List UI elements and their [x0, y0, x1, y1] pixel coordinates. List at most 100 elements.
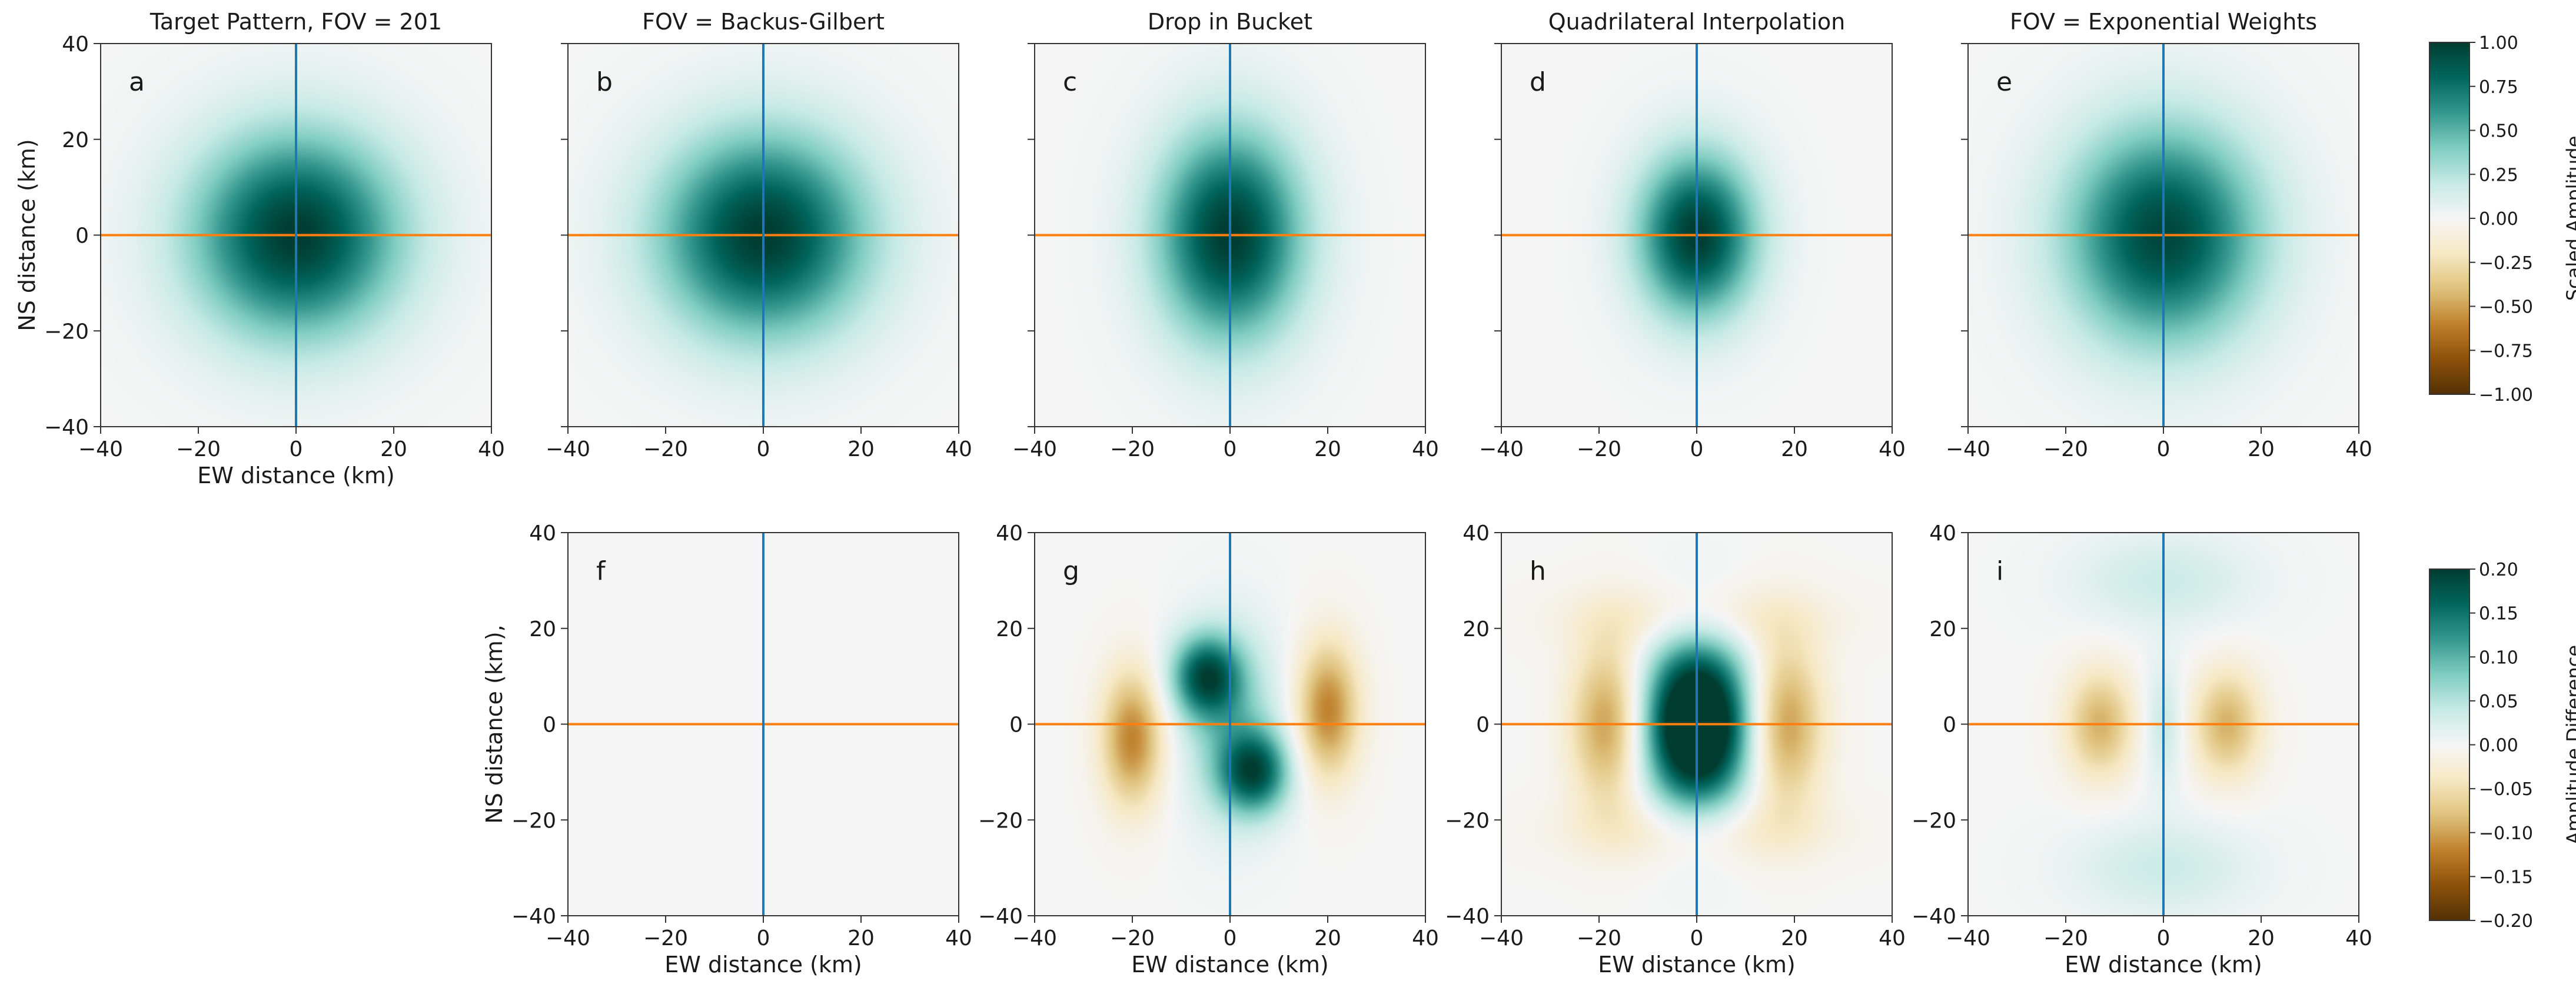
colorbar-tick-label: −0.20 — [2479, 911, 2533, 932]
colorbar-tick-label: −1.00 — [2479, 385, 2533, 405]
y-tick-label: 0 — [543, 713, 556, 737]
x-tick-label: 0 — [2157, 437, 2171, 461]
colorbar-tick-label: −0.15 — [2479, 867, 2533, 887]
x-axis-label: EW distance (km) — [664, 952, 862, 978]
x-tick-label: 20 — [380, 437, 407, 461]
x-tick-label: 20 — [1781, 437, 1808, 461]
y-tick-label: 0 — [1943, 713, 1956, 737]
colorbar-tick-label: 1.00 — [2479, 33, 2518, 54]
y-axis-label: NS distance (km) — [14, 139, 40, 331]
x-tick-label: −20 — [1110, 926, 1155, 950]
x-tick-label: 40 — [2345, 437, 2372, 461]
x-tick-label: 20 — [847, 437, 875, 461]
panel-letter: h — [1530, 556, 1546, 586]
x-tick-label: −40 — [1946, 437, 1990, 461]
x-tick-label: 0 — [1224, 437, 1237, 461]
colorbar-tick-label: 0.00 — [2479, 209, 2518, 230]
y-tick-label: 20 — [529, 617, 556, 641]
x-tick-label: 40 — [945, 437, 972, 461]
y-tick-label: −20 — [511, 809, 556, 833]
colorbar-tick-label: −0.75 — [2479, 341, 2533, 361]
panel-letter: d — [1530, 67, 1546, 97]
panel-letter: g — [1063, 556, 1079, 586]
x-tick-label: 40 — [2345, 926, 2372, 950]
y-tick-label: 20 — [996, 617, 1023, 641]
y-tick-label: −20 — [978, 809, 1023, 833]
panel-letter: e — [1996, 67, 2012, 97]
x-tick-label: −20 — [1577, 437, 1621, 461]
x-tick-label: −40 — [1946, 926, 1990, 950]
x-tick-label: −40 — [1012, 926, 1057, 950]
x-tick-label: −20 — [176, 437, 221, 461]
panel-title: Quadrilateral Interpolation — [1548, 9, 1845, 35]
x-tick-label: 0 — [757, 437, 770, 461]
colorbars: 1.00 0.75 0.50 0.25 0.00 −0.25 −0.50 −0.75 −1.00… — [2429, 33, 2576, 932]
panel-letter: c — [1063, 67, 1077, 97]
x-axis-label: EW distance (km) — [2065, 952, 2262, 978]
x-tick-label: −20 — [2043, 926, 2088, 950]
colorbar-tick-label: −0.05 — [2479, 779, 2533, 800]
x-tick-label: 40 — [1412, 437, 1439, 461]
panel-d: −40 −20 0 20 40 Quadrilateral Interpolation d — [1479, 9, 1906, 461]
colorbar-2: 0.20 0.15 0.10 0.05 0.00 −0.05 −0.10 −0.15 −0.20… — [2429, 560, 2576, 932]
panel-b: −40 −20 0 20 40 FOV = Backus-Gilbert b — [546, 9, 972, 461]
colorbar-1: 1.00 0.75 0.50 0.25 0.00 −0.25 −0.50 −0.75 −1.00… — [2429, 33, 2576, 405]
colorbar-tick-label: 0.00 — [2479, 736, 2518, 756]
panel-title: Target Pattern, FOV = 201 — [149, 9, 442, 35]
colorbar-tick-label: 0.05 — [2479, 692, 2518, 712]
y-axis-label: NS distance (km), — [481, 624, 507, 823]
x-tick-label: 40 — [1879, 926, 1906, 950]
y-tick-label: −20 — [1445, 809, 1490, 833]
y-tick-label: −40 — [978, 905, 1023, 929]
x-tick-label: 20 — [2248, 926, 2275, 950]
y-tick-label: 20 — [1929, 617, 1956, 641]
colorbar-tick-label: 0.75 — [2479, 77, 2518, 98]
panel-a: −40−40 −20 −20 0 0 20 20 40 40 Target Pattern, FO… — [14, 9, 505, 488]
x-tick-label: −40 — [546, 437, 590, 461]
x-axis-label: EW distance (km) — [197, 463, 394, 488]
y-tick-label: 0 — [1476, 713, 1490, 737]
x-tick-label: 0 — [757, 926, 770, 950]
x-tick-label: 0 — [1224, 926, 1237, 950]
colorbar-tick-label: 0.15 — [2479, 604, 2518, 624]
x-tick-label: 0 — [1690, 437, 1704, 461]
colorbar-tick-label: 0.50 — [2479, 121, 2518, 142]
x-tick-label: 20 — [2248, 437, 2275, 461]
y-tick-label: 40 — [1462, 521, 1490, 546]
panel-letter: b — [596, 67, 613, 97]
x-axis-label: EW distance (km) — [1598, 952, 1795, 978]
panel-g: −40−40 −20 −20 0 0 20 20 40 40 g EW distance (km) — [978, 521, 1439, 978]
panel-letter: f — [596, 556, 606, 586]
panel-letter: i — [1996, 556, 2003, 586]
y-tick-label: −40 — [1912, 905, 1956, 929]
x-tick-label: 40 — [1879, 437, 1906, 461]
y-tick-label: 0 — [1009, 713, 1023, 737]
x-tick-label: −40 — [1479, 437, 1524, 461]
y-tick-label: 40 — [62, 32, 89, 56]
x-axis-label: EW distance (km) — [1131, 952, 1328, 978]
x-tick-label: −20 — [1110, 437, 1155, 461]
y-tick-label: −20 — [1912, 809, 1956, 833]
x-tick-label: −20 — [1577, 926, 1621, 950]
x-tick-label: 20 — [1314, 437, 1341, 461]
panel-letter: a — [129, 67, 145, 97]
colorbar-tick-label: 0.20 — [2479, 560, 2518, 580]
colorbar-label: Amplitude Difference — [2562, 645, 2576, 845]
y-tick-label: 0 — [75, 224, 89, 248]
x-tick-label: 0 — [290, 437, 303, 461]
panel-e: −40 −20 0 20 40 FOV = Exponential Weights e — [1946, 9, 2372, 461]
y-tick-label: 40 — [529, 521, 556, 546]
colorbar-tick-label: −0.10 — [2479, 823, 2533, 844]
x-tick-label: −40 — [1012, 437, 1057, 461]
x-tick-label: −20 — [643, 437, 688, 461]
y-tick-label: −40 — [1445, 905, 1490, 929]
panel-i: −40−40 −20 −20 0 0 20 20 40 40 i EW distance (km) — [1912, 521, 2372, 978]
colorbar-tick-label: −0.50 — [2479, 297, 2533, 318]
y-tick-label: 20 — [62, 128, 89, 152]
x-tick-label: 40 — [478, 437, 505, 461]
x-tick-label: −40 — [1479, 926, 1524, 950]
panel-title: FOV = Backus-Gilbert — [642, 9, 885, 35]
x-tick-label: 20 — [847, 926, 875, 950]
colorbar-gradient — [2429, 569, 2470, 921]
